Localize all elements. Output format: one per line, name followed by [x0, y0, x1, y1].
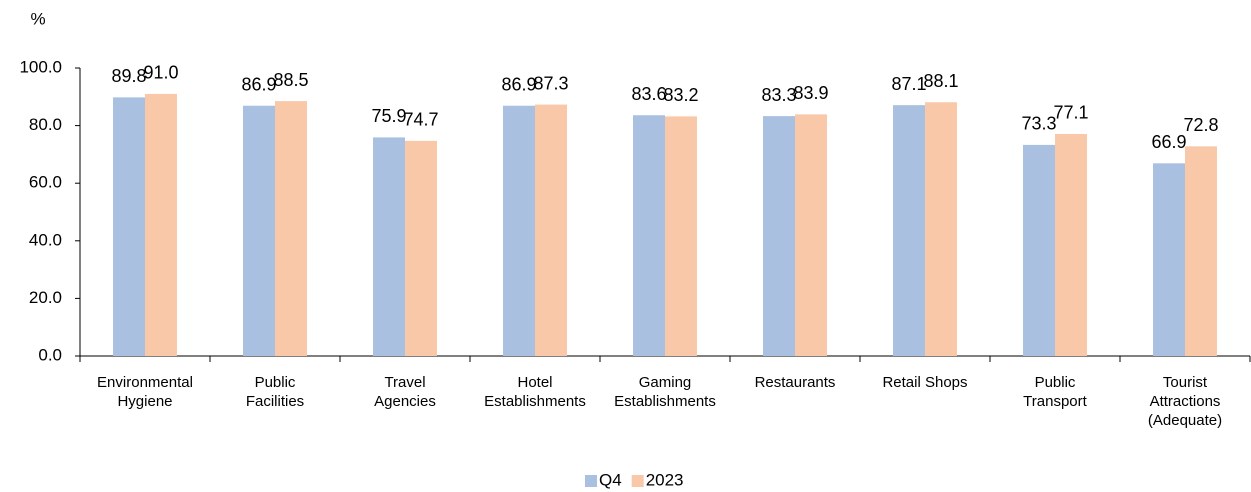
- legend-label: Q4: [599, 470, 622, 489]
- bar: [1023, 144, 1055, 356]
- bar: [535, 104, 567, 357]
- data-label: 72.8: [1183, 115, 1218, 135]
- data-label: 87.3: [533, 73, 568, 93]
- bar: [1185, 146, 1217, 356]
- bar: [763, 116, 795, 356]
- x-tick-label: Travel Agencies: [374, 374, 436, 410]
- bar: [145, 93, 177, 357]
- bar: [795, 114, 827, 356]
- data-label: 88.1: [923, 71, 958, 91]
- x-tick-label: Public Transport: [1023, 374, 1087, 410]
- legend-label: 2023: [646, 470, 684, 489]
- data-label: 83.6: [631, 84, 666, 104]
- data-label: 87.1: [891, 74, 926, 94]
- x-tick-label: Retail Shops: [882, 374, 968, 391]
- bar: [633, 115, 665, 357]
- data-label: 91.0: [143, 63, 178, 83]
- data-label: 86.9: [501, 74, 536, 94]
- bar: [405, 140, 437, 356]
- bar: [1055, 133, 1087, 356]
- data-label: 73.3: [1021, 114, 1056, 134]
- x-tick-label: Public Facilities: [245, 374, 305, 410]
- data-label: 74.7: [403, 110, 438, 130]
- x-tick-label: Tourist Attractions (Adequate): [1147, 374, 1223, 429]
- data-label: 77.1: [1053, 103, 1088, 123]
- legend-swatch: [631, 475, 644, 487]
- y-tick-label: 60.0: [29, 173, 62, 192]
- legend-swatch: [585, 475, 597, 487]
- bar: [373, 137, 405, 356]
- y-tick-label: 0.0: [38, 345, 62, 364]
- y-tick-label: 80.0: [29, 115, 62, 134]
- data-label: 86.9: [241, 74, 276, 94]
- data-label: 83.9: [793, 83, 828, 103]
- data-label: 66.9: [1151, 132, 1186, 152]
- y-tick-label: 100.0: [19, 57, 62, 76]
- data-label: 75.9: [371, 106, 406, 126]
- bar: [503, 105, 535, 356]
- data-label: 88.5: [273, 70, 308, 90]
- x-tick-label: Restaurants: [754, 374, 836, 391]
- data-label: 83.2: [663, 85, 698, 105]
- bar: [113, 97, 145, 356]
- bar: [665, 116, 697, 356]
- bar: [893, 105, 925, 356]
- x-tick-label: Hotel Establishments: [484, 374, 586, 410]
- bar: [275, 101, 307, 357]
- data-label: 89.8: [111, 66, 146, 86]
- data-label: 83.3: [761, 85, 796, 105]
- bar: [925, 102, 957, 356]
- x-tick-label: Environmental Hygiene: [97, 374, 193, 410]
- bar: [243, 105, 275, 356]
- y-axis-label: %: [30, 9, 45, 28]
- x-tick-label: Gaming Establishments: [614, 374, 716, 410]
- bar: [1153, 163, 1185, 356]
- y-tick-label: 40.0: [29, 230, 62, 249]
- y-tick-label: 20.0: [29, 288, 62, 307]
